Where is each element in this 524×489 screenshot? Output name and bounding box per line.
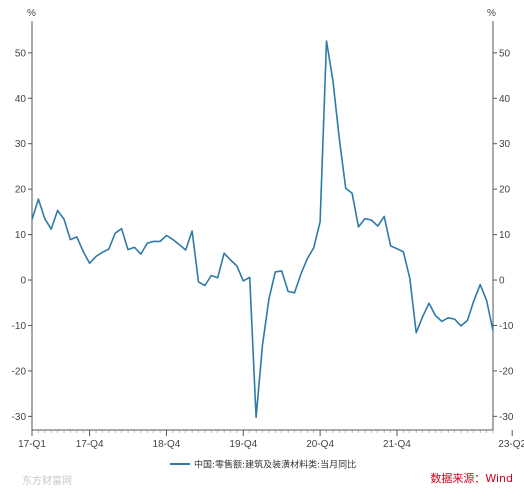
y-tick-label-left: -20 — [12, 366, 27, 377]
y-tick-label-left: 0 — [20, 276, 26, 287]
y-axis-right: -30 -20 -10 0 10 20 30 40 50 — [492, 21, 514, 430]
series-layer — [31, 40, 494, 419]
y-tick-label-left: 40 — [15, 94, 27, 105]
y-tick-label-right: -30 — [499, 412, 514, 423]
y-tick-label-right: -20 — [499, 366, 514, 377]
y-tick-label-left: 30 — [15, 139, 27, 150]
y-tick-label-right: -10 — [499, 321, 514, 332]
y-tick-label-right: 50 — [499, 48, 511, 59]
y-axis-left: -30 -20 -10 0 10 20 30 40 50 — [12, 21, 33, 430]
legend: 中国:零售额:建筑及装潢材料类:当月同比 — [170, 459, 356, 471]
y-tick-label-left: 10 — [15, 230, 27, 241]
x-tick-label: 21-Q4 — [383, 439, 411, 450]
x-tick-label: 17-Q1 — [18, 439, 46, 450]
x-tick-label: 19-Q4 — [229, 439, 257, 450]
x-axis: 17-Q1 17-Q4 18-Q4 19-Q4 20-Q4 21-Q4 23-Q2 — [18, 429, 524, 450]
x-tick-label: 18-Q4 — [153, 439, 181, 450]
legend-label: 中国:零售额:建筑及装潢材料类:当月同比 — [194, 459, 356, 471]
y-unit-left: % — [27, 8, 36, 19]
y-tick-label-left: 50 — [15, 48, 27, 59]
x-tick-label: 20-Q4 — [306, 439, 334, 450]
y-tick-label-right: 40 — [499, 94, 511, 105]
y-unit-right: % — [487, 8, 496, 19]
x-tick-label: 17-Q4 — [76, 439, 104, 450]
y-tick-label-right: 20 — [499, 185, 511, 196]
y-tick-label-right: 10 — [499, 230, 511, 241]
y-tick-label-right: 0 — [499, 276, 505, 287]
source-note: 数据来源：Wind — [430, 471, 513, 485]
y-tick-label-right: 30 — [499, 139, 511, 150]
series-line — [31, 40, 494, 419]
x-tick-label: 23-Q2 — [498, 439, 524, 450]
y-tick-label-left: -10 — [12, 321, 27, 332]
y-tick-label-left: -30 — [12, 412, 27, 423]
watermark: 东方财富网 — [22, 474, 72, 487]
y-tick-label-left: 20 — [15, 185, 27, 196]
